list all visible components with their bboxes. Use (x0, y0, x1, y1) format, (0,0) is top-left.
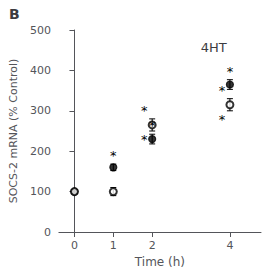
svg-text:300: 300 (30, 104, 51, 117)
svg-text:4: 4 (226, 239, 233, 252)
svg-text:*: * (141, 132, 148, 147)
svg-text:500: 500 (30, 24, 51, 37)
svg-text:100: 100 (30, 185, 51, 198)
svg-text:1: 1 (110, 239, 117, 252)
svg-text:*: * (227, 64, 234, 79)
svg-text:400: 400 (30, 64, 51, 77)
svg-text:*: * (219, 83, 226, 98)
svg-text:Time (h): Time (h) (134, 255, 185, 269)
svg-text:0: 0 (44, 226, 51, 239)
svg-text:*: * (149, 118, 156, 133)
svg-text:B: B (9, 6, 20, 22)
svg-text:SOCS-2 mRNA (% Control): SOCS-2 mRNA (% Control) (7, 59, 20, 204)
svg-text:*: * (219, 112, 226, 127)
svg-text:2: 2 (149, 239, 156, 252)
svg-text:*: * (110, 148, 117, 163)
svg-text:200: 200 (30, 145, 51, 158)
svg-text:4HT: 4HT (201, 40, 227, 55)
svg-text:0: 0 (71, 239, 78, 252)
svg-text:*: * (141, 103, 148, 118)
